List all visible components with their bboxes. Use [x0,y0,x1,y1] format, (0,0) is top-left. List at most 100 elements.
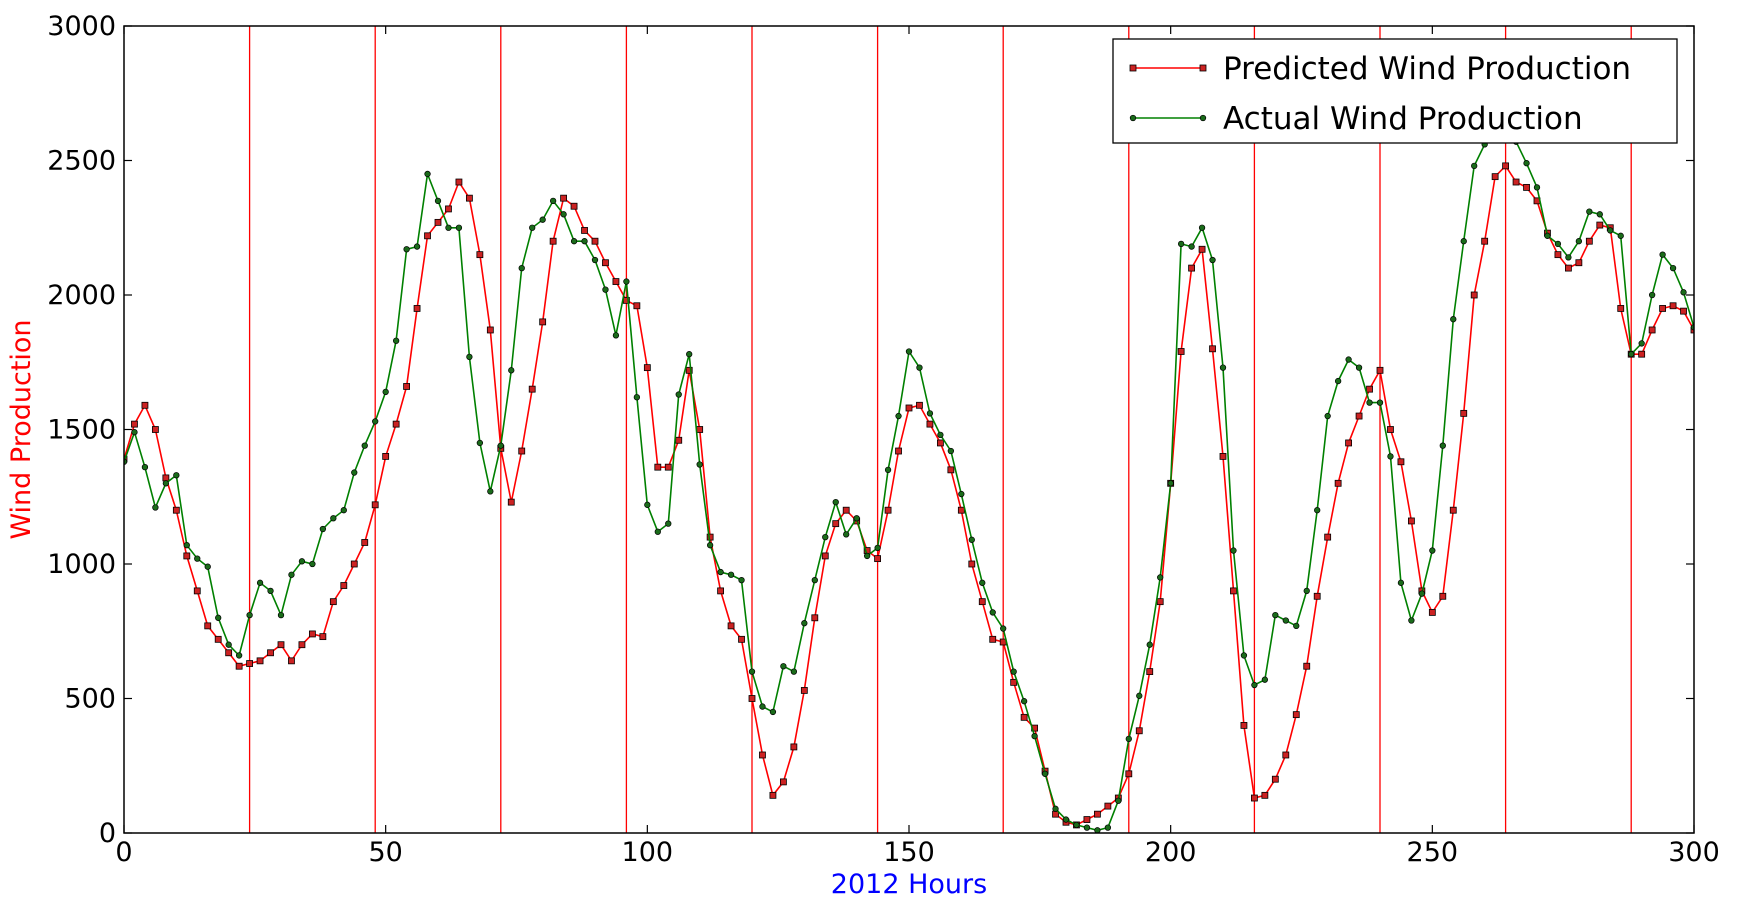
y-tick-label: 1000 [47,549,116,580]
data-point [1628,351,1635,358]
x-tick-label: 150 [883,837,935,868]
data-point [1575,259,1583,267]
data-point [1334,377,1342,385]
data-point [769,791,777,799]
data-point [434,218,442,226]
data-point [665,520,672,527]
data-point [1198,224,1206,231]
data-point [581,227,588,234]
data-point [476,251,484,259]
data-point [602,259,609,267]
data-point [780,778,787,786]
data-point [413,243,421,250]
data-point [790,668,798,675]
data-point [340,507,347,514]
data-point [1366,385,1373,393]
legend: Predicted Wind Production Actual Wind Pro… [1112,38,1678,144]
data-point [528,385,536,393]
data-point [340,582,348,589]
data-point [434,197,442,205]
data-point [581,238,588,245]
data-point [508,367,515,374]
data-point [235,652,243,659]
data-point [1251,681,1258,689]
data-point [1177,348,1185,355]
data-point [518,447,526,455]
data-point [288,571,295,578]
data-point [1125,770,1133,778]
y-tick-label: 1500 [47,415,116,446]
data-point [1366,399,1373,406]
data-point [267,587,274,595]
data-point [1251,794,1258,802]
axis-ticks: 0 50 100 150 200 250 3000500100015002000250030… [47,11,1719,868]
data-point [1041,770,1049,777]
data-point [1470,291,1478,299]
data-point [570,238,578,245]
data-point [1565,264,1572,272]
data-point [947,447,955,455]
data-point [811,576,818,584]
data-point [916,401,923,409]
data-point [162,474,170,482]
data-point [350,560,358,568]
data-point [957,506,965,514]
data-point [654,528,661,535]
data-point [842,506,850,514]
data-point [131,420,138,428]
data-point [246,660,254,667]
data-point [1471,162,1478,170]
data-point [1450,316,1457,323]
data-point [1282,617,1289,624]
data-point [863,552,871,560]
data-point [895,447,902,455]
data-point [1073,821,1080,829]
data-point [1680,289,1687,296]
series-layer [124,114,1694,833]
data-point [225,641,232,648]
data-point [843,531,850,538]
data-point [361,539,369,546]
data-point [424,232,431,240]
x-tick-label: 300 [1668,837,1720,868]
data-point [1313,592,1321,600]
data-point [1659,251,1666,258]
data-point [465,194,473,202]
data-point [664,463,672,471]
data-point [1512,178,1520,186]
data-point [193,587,201,595]
data-point [277,641,285,649]
data-point [372,418,379,425]
data-point [884,506,892,514]
data-point [330,515,337,522]
data-point [1062,816,1070,823]
data-point [1491,173,1499,181]
data-point [1314,507,1321,514]
data-point [1376,399,1384,406]
data-point [832,498,839,506]
data-point [1554,240,1562,248]
data-point [790,743,798,751]
data-point [1209,345,1216,353]
data-point [769,708,777,716]
data-point [1104,824,1112,831]
legend-label: Actual Wind Production [1223,101,1583,137]
data-point [612,332,620,339]
data-point [706,542,714,549]
data-point [1271,775,1279,783]
data-point [256,579,264,586]
data-point [1596,221,1604,229]
data-point [1460,409,1468,417]
data-point [487,488,494,495]
data-point [1408,617,1415,624]
data-point [560,194,567,202]
data-point [1408,517,1415,525]
data-point [319,525,327,533]
data-point [392,420,400,428]
x-tick-label: 0 [115,837,132,868]
y-axis-title: Wind Production [6,319,37,539]
data-point [173,472,180,479]
data-point [1272,611,1279,619]
data-point [183,552,191,560]
data-point [916,364,923,371]
